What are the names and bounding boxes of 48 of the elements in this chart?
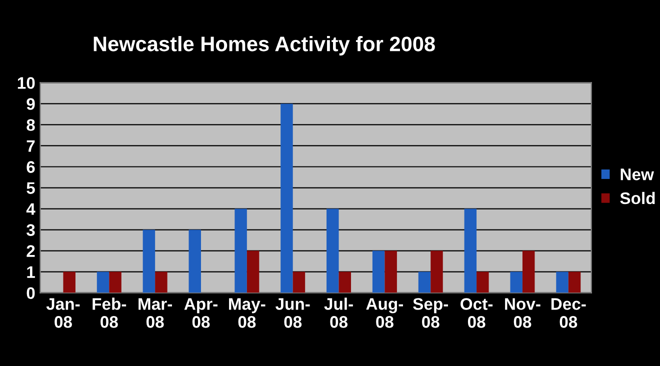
- bar: [155, 272, 168, 293]
- y-tick-label: 10: [18, 77, 35, 89]
- bar: [384, 250, 397, 293]
- bar: [464, 208, 477, 293]
- y-tick-label: 3: [26, 224, 35, 236]
- y-tick-label: 2: [26, 245, 35, 257]
- x-tick-label: Nov- 08: [505, 298, 540, 328]
- y-tick-label: 7: [26, 140, 35, 152]
- bar: [418, 272, 431, 293]
- bar: [188, 230, 201, 293]
- y-tick-label: 5: [26, 182, 35, 194]
- bar: [234, 208, 247, 293]
- y-tick-label: 0: [26, 287, 35, 300]
- x-tick-label: Jan- 08: [46, 298, 80, 328]
- chart-title: Newcastle Homes Activity for 2008: [94, 36, 435, 56]
- x-tick-label: Mar- 08: [138, 298, 172, 328]
- bar: [522, 250, 535, 293]
- bar: [430, 250, 443, 293]
- y-tick-label: 9: [26, 98, 35, 110]
- bar: [96, 272, 110, 293]
- x-tick-label: May- 08: [229, 298, 266, 328]
- bar: [326, 208, 339, 293]
- x-tick-label: Dec- 08: [551, 298, 586, 328]
- x-tick-label: Feb- 08: [92, 298, 126, 328]
- y-tick-label: 1: [27, 266, 35, 278]
- y-tick-label: 6: [26, 161, 35, 173]
- bar: [556, 272, 568, 293]
- bar: [568, 272, 581, 293]
- bar: [292, 272, 306, 293]
- bar: [476, 272, 489, 293]
- bar: [109, 272, 122, 293]
- legend-label: New: [620, 168, 654, 180]
- legend-label: Sold: [620, 192, 655, 204]
- x-tick-label: Aug- 08: [366, 298, 404, 328]
- bar: [246, 250, 260, 293]
- x-tick-label: Jun- 08: [276, 298, 310, 328]
- bar: [142, 230, 156, 293]
- x-tick-label: Sep- 08: [413, 298, 448, 328]
- x-tick-label: Oct- 08: [460, 298, 493, 328]
- x-tick-label: Apr- 08: [184, 298, 218, 328]
- bar: [510, 272, 522, 293]
- y-tick-label: 8: [26, 119, 35, 131]
- bar: [372, 250, 385, 293]
- bar: [338, 272, 352, 293]
- bar: [63, 272, 76, 293]
- x-tick-label: Jul- 08: [324, 298, 353, 328]
- bar: [280, 104, 293, 293]
- y-tick-label: 4: [26, 203, 36, 215]
